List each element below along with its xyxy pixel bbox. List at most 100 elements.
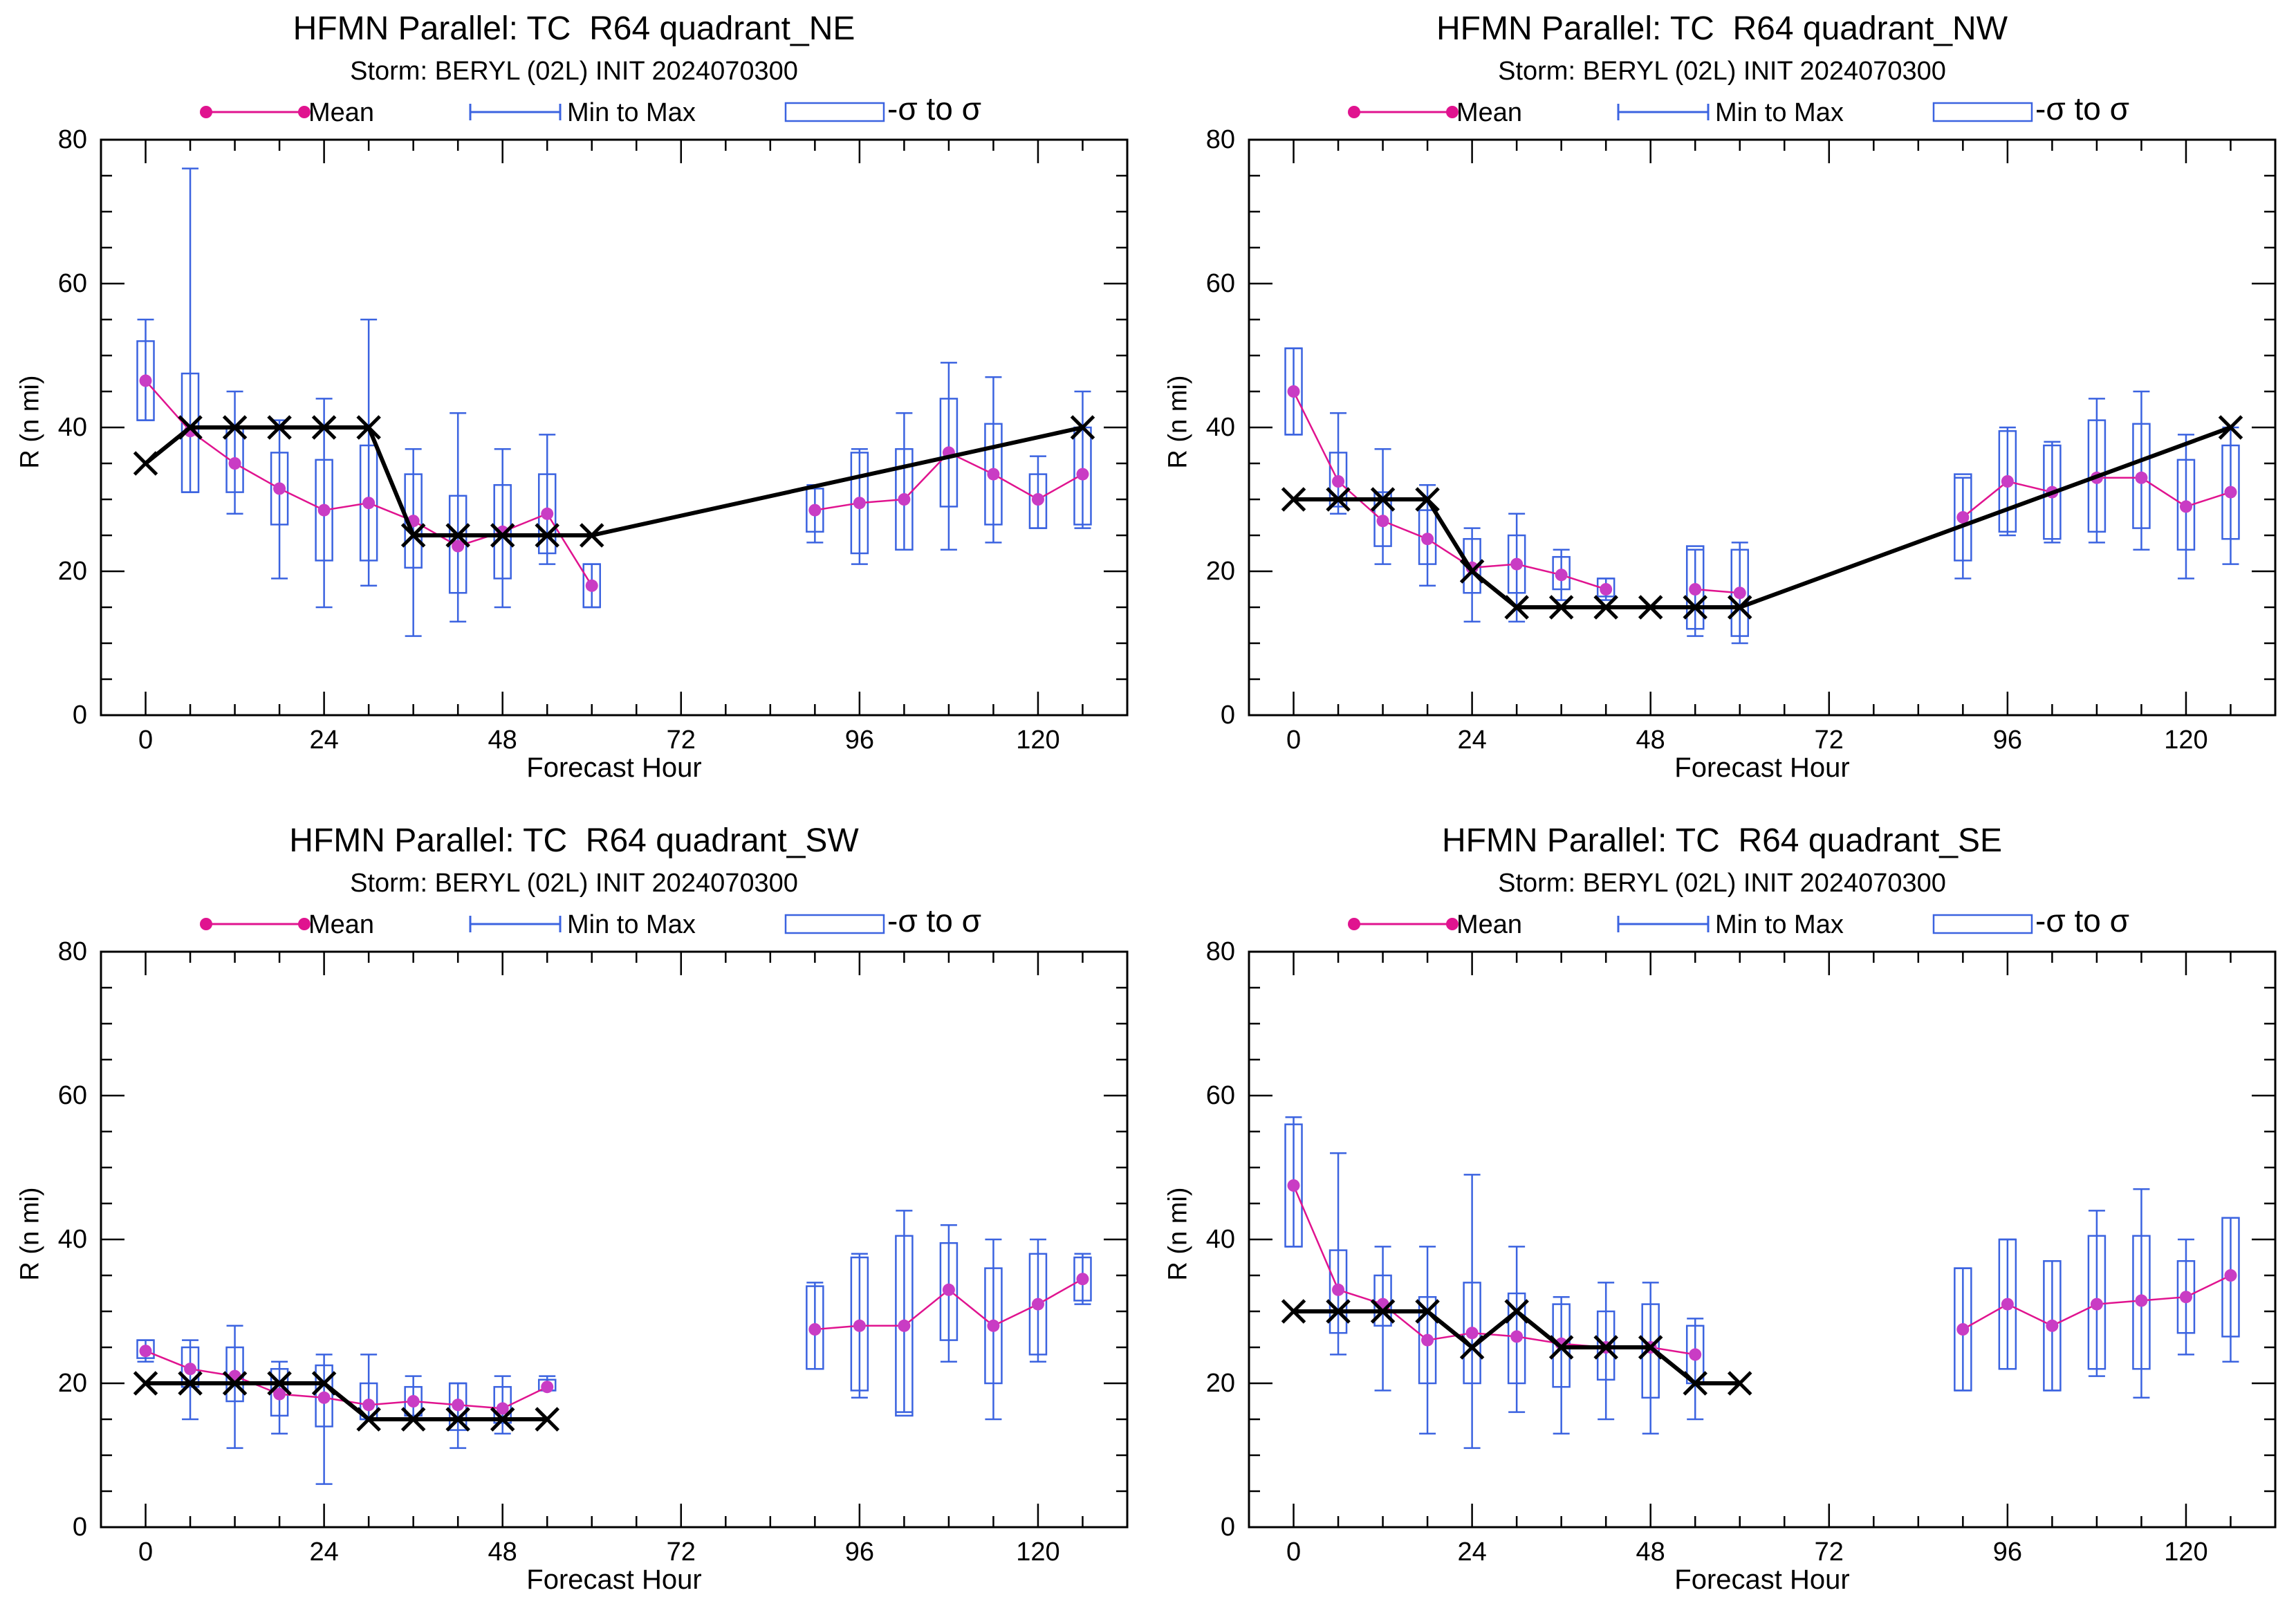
sigma-box	[1028, 473, 1048, 529]
mean-point	[184, 1363, 197, 1376]
plot-frame	[1248, 950, 2277, 1529]
x-axis-label: Forecast Hour	[1674, 753, 1850, 783]
best-track-x-stroke	[1683, 1371, 1707, 1396]
legend-sigma-label: -σ to σ	[887, 91, 982, 127]
best-track-x-stroke	[1727, 1371, 1752, 1396]
y-tick-label: 20	[1205, 557, 1235, 586]
best-track-marker	[1370, 1299, 1396, 1324]
mean-point	[1332, 475, 1345, 488]
sigma-box	[1954, 473, 1972, 562]
best-track-marker	[178, 1371, 203, 1396]
y-tick-label: 0	[1220, 701, 1235, 730]
best-track-x-stroke	[1326, 487, 1351, 512]
mean-point	[2224, 1269, 2237, 1282]
sigma-box	[2221, 1217, 2240, 1338]
sigma-box	[493, 483, 512, 580]
best-track-x-stroke	[1727, 595, 1752, 620]
best-track-marker	[178, 415, 203, 440]
sigma-box	[582, 563, 601, 609]
chart-panel-sw: HFMN Parallel: TC R64 quadrant_SW Storm:…	[0, 812, 1148, 1624]
x-tick-label: 96	[844, 726, 874, 755]
best-track-line	[144, 425, 1084, 537]
best-track-marker	[535, 1407, 559, 1432]
mean-point	[407, 1395, 420, 1408]
y-tick-label: 0	[1220, 1513, 1235, 1542]
legend-mean-swatch-dot	[298, 106, 311, 118]
best-track-marker	[133, 451, 158, 476]
chart-plot-ne	[100, 102, 1129, 717]
best-track-marker	[1070, 415, 1095, 440]
x-tick-label: 48	[488, 726, 517, 755]
best-track-x-stroke	[1415, 1299, 1440, 1324]
mean-point	[541, 1381, 554, 1394]
mean-point	[1376, 515, 1389, 528]
y-tick-label: 20	[57, 1369, 87, 1398]
best-track-x-stroke	[535, 523, 559, 548]
mean-point	[317, 504, 331, 517]
best-track-marker	[490, 1407, 515, 1432]
best-track-x-stroke	[400, 523, 426, 548]
best-track-x-stroke	[579, 523, 604, 548]
x-tick-label: 24	[309, 726, 339, 755]
mean-point	[1421, 533, 1434, 546]
mean-point	[496, 1402, 509, 1415]
mean-point	[1465, 1327, 1479, 1340]
sigma-box	[270, 452, 289, 526]
best-track-x-stroke	[356, 415, 381, 440]
x-tick-label: 120	[1016, 726, 1060, 755]
best-track-marker	[267, 1371, 292, 1396]
mean-point	[2179, 500, 2192, 513]
legend-range-label: Min to Max	[1715, 910, 1844, 939]
best-track-x-stroke	[267, 1371, 292, 1396]
mean-point	[808, 504, 822, 517]
best-track-x-stroke	[222, 1371, 248, 1396]
best-track-marker	[222, 415, 248, 440]
best-track-marker	[2218, 415, 2243, 440]
mean-point	[2224, 486, 2237, 499]
x-tick-label: 48	[1636, 1538, 1665, 1567]
sigma-box	[2221, 444, 2240, 540]
mean-point	[1076, 1273, 1089, 1286]
best-track-marker	[1281, 1299, 1306, 1324]
best-track-x-stroke	[1548, 1335, 1574, 1360]
sigma-box	[1998, 430, 2017, 533]
x-tick-label: 96	[1992, 726, 2022, 755]
x-tick-label: 0	[138, 726, 154, 755]
x-tick-label: 24	[1457, 726, 1487, 755]
legend-mean-swatch-dot	[1348, 918, 1360, 930]
legend-sigma-swatch	[1932, 102, 2033, 122]
legend-sigma-label: -σ to σ	[2035, 903, 2130, 939]
sigma-box	[2087, 419, 2107, 533]
mean-point	[362, 1399, 376, 1412]
legend-sigma-swatch	[784, 914, 885, 934]
best-track-marker	[356, 1407, 381, 1432]
y-tick-label: 80	[1205, 937, 1235, 966]
best-track-x-stroke	[311, 1371, 337, 1396]
mean-point	[853, 497, 866, 510]
sigma-box	[1418, 1295, 1437, 1385]
best-track-x-stroke	[311, 415, 337, 440]
mean-point	[1332, 1283, 1345, 1296]
mean-point	[808, 1323, 822, 1336]
x-tick-label: 72	[1814, 1538, 1844, 1567]
sigma-box	[1373, 491, 1392, 547]
x-axis-label: Forecast Hour	[526, 753, 702, 783]
best-track-x-stroke	[2218, 415, 2243, 440]
chart-plot-nw	[1248, 102, 2277, 717]
best-track-x-stroke	[1370, 1299, 1396, 1324]
legend-mean-swatch-dot	[1446, 918, 1459, 930]
best-track-marker	[1548, 1335, 1574, 1360]
x-tick-label: 96	[1992, 1538, 2022, 1567]
mean-line	[1695, 588, 1740, 594]
x-tick-label: 120	[2164, 726, 2208, 755]
sigma-box	[136, 340, 155, 421]
mean-point	[1600, 583, 1613, 596]
chart-subtitle: Storm: BERYL (02L) INIT 2024070300	[1498, 869, 1946, 898]
mean-point	[2001, 1298, 2014, 1311]
plot-frame	[1248, 138, 2277, 717]
best-track-x-stroke	[535, 1407, 559, 1432]
x-tick-label: 24	[1457, 1538, 1487, 1567]
sigma-box	[1641, 1303, 1660, 1399]
sigma-box	[850, 1256, 869, 1392]
best-track-x-stroke	[133, 451, 158, 476]
